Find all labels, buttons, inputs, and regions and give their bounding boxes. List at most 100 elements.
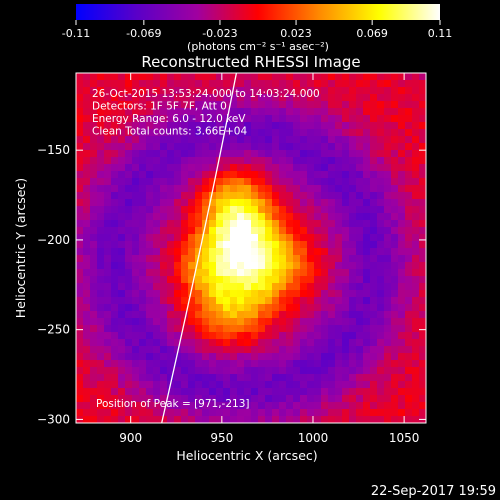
- heatmap-cell: [265, 276, 273, 284]
- heatmap-cell: [209, 101, 217, 109]
- heatmap-cell: [244, 178, 252, 186]
- heatmap-cell: [272, 360, 280, 368]
- heatmap-cell: [139, 283, 147, 291]
- heatmap-cell: [335, 157, 343, 165]
- heatmap-cell: [300, 129, 308, 137]
- heatmap-cell: [349, 94, 357, 102]
- heatmap-cell: [258, 304, 266, 312]
- heatmap-cell: [279, 73, 287, 81]
- heatmap-cell: [83, 402, 91, 410]
- heatmap-cell: [216, 73, 224, 81]
- heatmap-cell: [405, 227, 413, 235]
- heatmap-cell: [244, 416, 252, 423]
- heatmap-cell: [153, 94, 161, 102]
- heatmap-cell: [258, 108, 266, 116]
- heatmap-cell: [125, 178, 133, 186]
- heatmap-cell: [321, 297, 329, 305]
- heatmap-cell: [230, 416, 238, 423]
- heatmap-cell: [419, 290, 426, 298]
- heatmap-cell: [118, 248, 126, 256]
- heatmap-cell: [174, 80, 182, 88]
- heatmap-cell: [265, 206, 273, 214]
- heatmap-cell: [181, 227, 189, 235]
- heatmap-cell: [412, 206, 420, 214]
- heatmap-cell: [160, 255, 168, 263]
- heatmap-cell: [321, 409, 329, 417]
- heatmap-cell: [251, 178, 259, 186]
- heatmap-cell: [223, 234, 231, 242]
- heatmap-cell: [391, 381, 399, 389]
- heatmap-cell: [76, 227, 84, 235]
- heatmap-cell: [244, 94, 252, 102]
- heatmap-cell: [279, 220, 287, 228]
- heatmap-cell: [111, 199, 119, 207]
- heatmap-cell: [384, 192, 392, 200]
- heatmap-cell: [90, 164, 98, 172]
- heatmap-cell: [405, 178, 413, 186]
- heatmap-cell: [251, 360, 259, 368]
- heatmap-cell: [237, 353, 245, 361]
- heatmap-cell: [412, 416, 420, 423]
- heatmap-cell: [412, 325, 420, 333]
- heatmap-cell: [328, 241, 336, 249]
- heatmap-cell: [244, 122, 252, 130]
- heatmap-cell: [412, 262, 420, 270]
- heatmap-cell: [237, 234, 245, 242]
- heatmap-cell: [83, 80, 91, 88]
- heatmap-cell: [216, 325, 224, 333]
- heatmap-cell: [230, 311, 238, 319]
- heatmap-cell: [314, 255, 322, 263]
- heatmap-cell: [174, 269, 182, 277]
- heatmap-cell: [293, 80, 301, 88]
- heatmap-cell: [419, 325, 426, 333]
- heatmap-cell: [265, 332, 273, 340]
- heatmap-cell: [160, 220, 168, 228]
- heatmap-cell: [216, 402, 224, 410]
- heatmap-cell: [258, 409, 266, 417]
- heatmap-cell: [398, 157, 406, 165]
- heatmap-cell: [125, 269, 133, 277]
- heatmap-cell: [391, 213, 399, 221]
- heatmap-cell: [153, 129, 161, 137]
- heatmap-cell: [216, 136, 224, 144]
- heatmap-cell: [258, 276, 266, 284]
- heatmap-cell: [90, 290, 98, 298]
- heatmap-cell: [363, 353, 371, 361]
- heatmap-cell: [188, 199, 196, 207]
- heatmap-cell: [146, 255, 154, 263]
- heatmap-cell: [230, 395, 238, 403]
- heatmap-cell: [188, 388, 196, 396]
- heatmap-cell: [104, 241, 112, 249]
- heatmap-cell: [370, 108, 378, 116]
- heatmap-cell: [174, 220, 182, 228]
- heatmap-cell: [167, 129, 175, 137]
- heatmap-cell: [160, 213, 168, 221]
- heatmap-cell: [384, 262, 392, 270]
- heatmap-cell: [272, 339, 280, 347]
- heatmap-cell: [76, 374, 84, 382]
- heatmap-cell: [202, 255, 210, 263]
- heatmap-cell: [167, 269, 175, 277]
- heatmap-cell: [279, 409, 287, 417]
- heatmap-cell: [391, 150, 399, 158]
- heatmap-cell: [153, 171, 161, 179]
- heatmap-cell: [286, 360, 294, 368]
- heatmap-cell: [216, 416, 224, 423]
- heatmap-cell: [90, 332, 98, 340]
- heatmap-cell: [286, 87, 294, 95]
- heatmap-cell: [279, 143, 287, 151]
- heatmap-cell: [363, 73, 371, 81]
- heatmap-cell: [230, 374, 238, 382]
- heatmap-cell: [279, 304, 287, 312]
- colorbar-tick-label: -0.069: [126, 27, 161, 40]
- heatmap-cell: [146, 227, 154, 235]
- heatmap-cell: [237, 416, 245, 423]
- heatmap-cell: [146, 353, 154, 361]
- heatmap-cell: [132, 381, 140, 389]
- heatmap-cell: [321, 311, 329, 319]
- heatmap-cell: [244, 367, 252, 375]
- heatmap-cell: [167, 150, 175, 158]
- heatmap-cell: [419, 318, 426, 326]
- heatmap-cell: [391, 402, 399, 410]
- heatmap-cell: [83, 87, 91, 95]
